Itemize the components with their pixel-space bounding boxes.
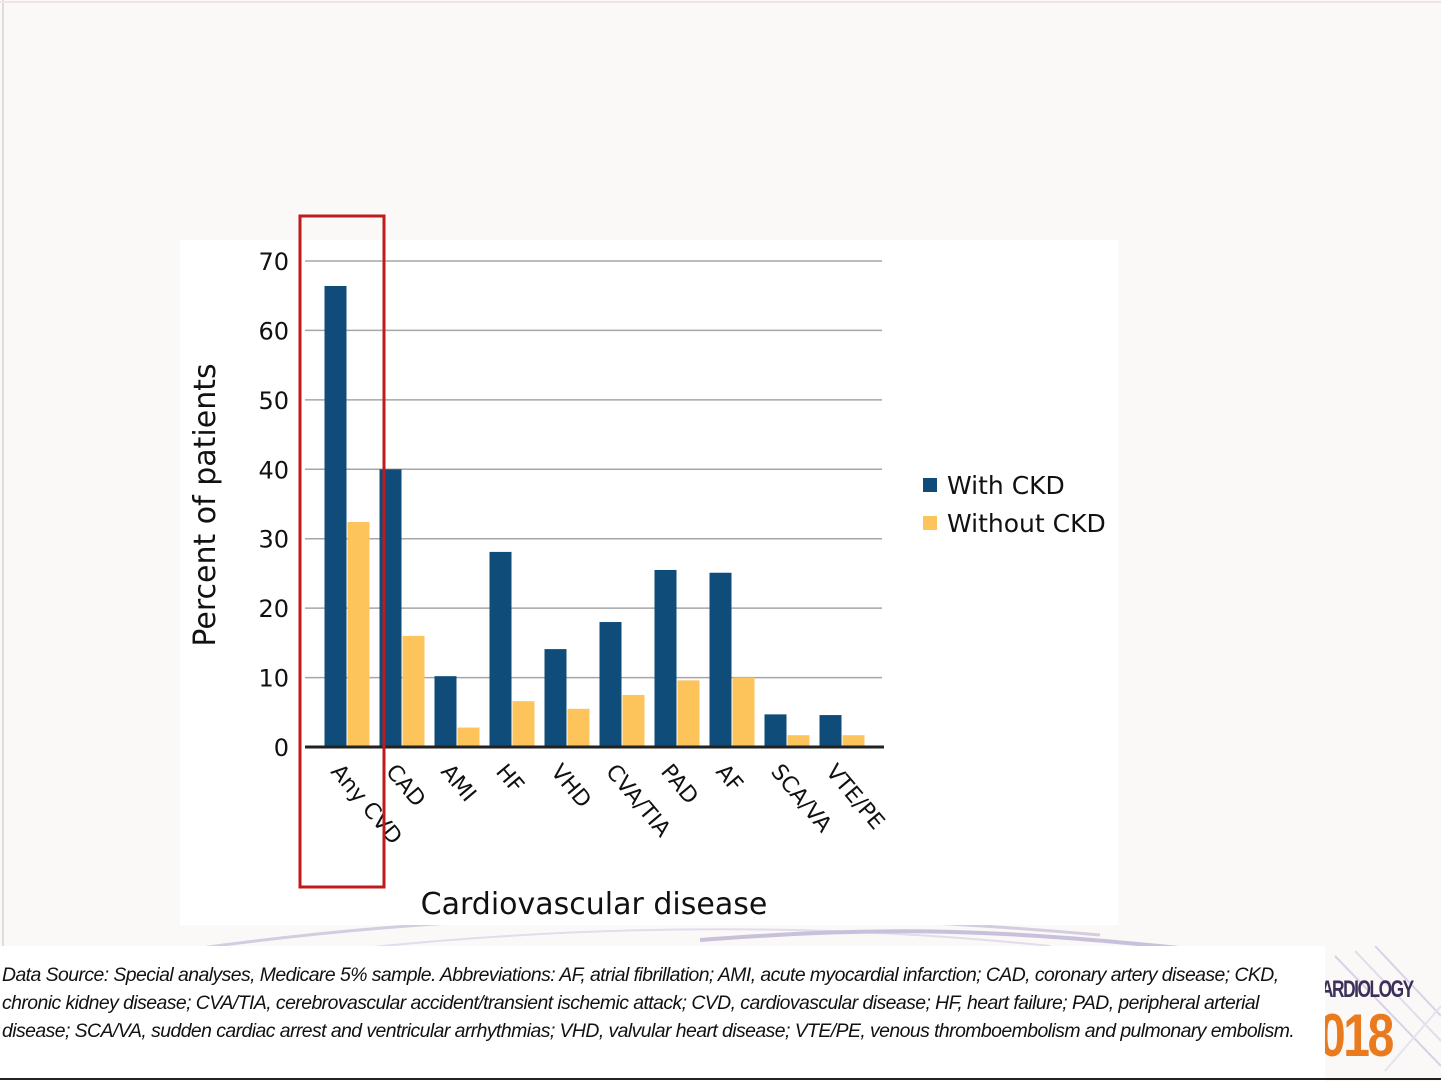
y-tick-label: 20	[258, 595, 289, 623]
bar-without-ckd	[787, 735, 810, 747]
y-tick-label: 30	[258, 526, 289, 554]
data-source-footnote: Data Source: Special analyses, Medicare …	[0, 946, 1325, 1081]
bar-with-ckd	[434, 676, 457, 747]
bar-without-ckd	[512, 701, 535, 747]
bar-without-ckd	[732, 677, 755, 747]
bottom-rule	[0, 1078, 1441, 1080]
bar-without-ckd	[622, 694, 645, 747]
bar-with-ckd	[764, 714, 787, 747]
y-axis-title: Percent of patients	[188, 363, 223, 646]
x-tick-label: AMI	[435, 760, 480, 807]
bar-with-ckd	[819, 715, 842, 747]
x-tick-label: CAD	[380, 760, 430, 812]
bar-without-ckd	[842, 735, 865, 747]
y-tick-label: 40	[258, 456, 289, 484]
bar-with-ckd	[599, 622, 622, 747]
bar-without-ckd	[402, 635, 425, 747]
bar-with-ckd	[544, 649, 567, 747]
legend-label: Without CKD	[947, 509, 1106, 538]
y-axis-ticks: 0 10 20 30 40 50 60 70	[258, 248, 289, 762]
x-tick-label: AF	[710, 760, 747, 797]
bar-without-ckd	[677, 680, 700, 747]
legend: With CKD Without CKD	[923, 471, 1106, 538]
legend-label: With CKD	[947, 471, 1065, 500]
bar-without-ckd	[457, 727, 480, 747]
bar-with-ckd	[489, 551, 512, 747]
y-tick-label: 0	[274, 734, 289, 762]
legend-swatch	[923, 516, 937, 530]
conference-logo: ARDIOLOGY 018	[1325, 946, 1441, 1081]
bar-with-ckd	[324, 285, 347, 747]
y-tick-label: 60	[258, 317, 289, 345]
x-tick-label: VHD	[545, 760, 595, 813]
highlight-box	[298, 214, 386, 889]
x-tick-label: PAD	[655, 760, 702, 810]
y-tick-label: 10	[258, 665, 289, 693]
bars	[324, 285, 865, 747]
y-tick-label: 50	[258, 387, 289, 415]
bar-without-ckd	[347, 522, 370, 747]
bar-with-ckd	[654, 569, 677, 747]
bar-without-ckd	[567, 708, 590, 747]
logo-line2: 018	[1325, 1002, 1394, 1069]
logo-line1: ARDIOLOGY	[1325, 976, 1414, 1003]
x-axis-title: Cardiovascular disease	[421, 887, 768, 922]
x-tick-label: HF	[490, 760, 528, 798]
y-tick-label: 70	[258, 248, 289, 276]
bar-with-ckd	[709, 572, 732, 747]
legend-swatch	[923, 478, 937, 492]
